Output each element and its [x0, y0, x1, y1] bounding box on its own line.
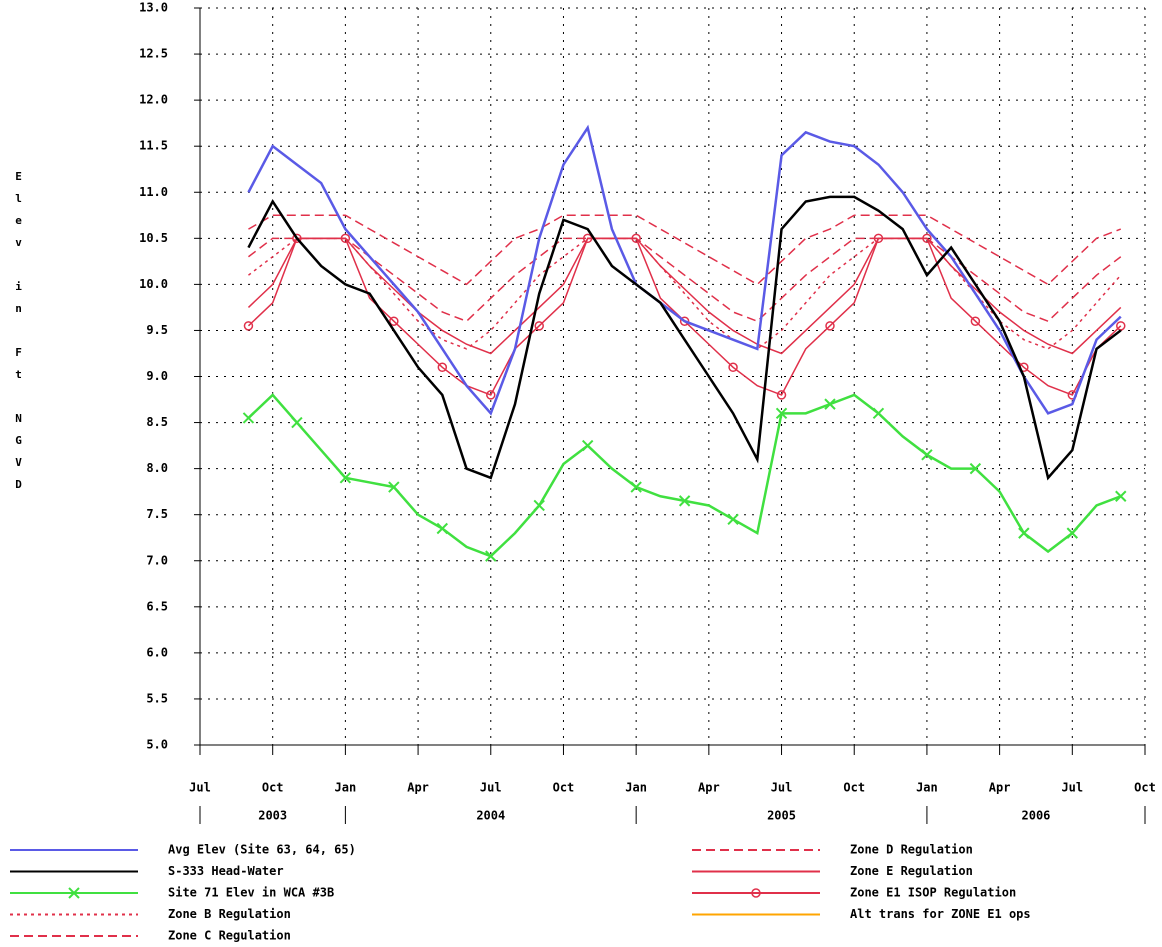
- point-marker: [339, 472, 352, 484]
- x-tick-label: Oct: [843, 781, 865, 795]
- legend-label: Avg Elev (Site 63, 64, 65): [168, 843, 356, 857]
- series-line: [247, 124, 1122, 416]
- x-tick-label: Apr: [989, 781, 1011, 795]
- x-tick-label: Jan: [625, 781, 647, 795]
- point-marker: [776, 390, 787, 400]
- y-tick-label: 13.0: [139, 1, 168, 15]
- point-marker: [534, 321, 544, 331]
- legend-label: Zone D Regulation: [850, 843, 973, 857]
- legend-label: S-333 Head-Water: [168, 864, 284, 878]
- legend-label: Zone C Regulation: [168, 929, 291, 943]
- x-tick-label: Oct: [1134, 781, 1156, 795]
- y-tick-label: 9.0: [146, 369, 168, 383]
- series-line: [248, 237, 1122, 350]
- x-tick-label: Jul: [189, 781, 211, 795]
- point-marker: [873, 233, 884, 244]
- x-tick-label: Oct: [553, 781, 575, 795]
- point-marker: [582, 233, 593, 244]
- point-marker: [486, 390, 496, 400]
- point-marker: [340, 233, 351, 244]
- point-marker: [436, 522, 449, 535]
- point-marker: [292, 233, 302, 244]
- point-marker: [388, 481, 400, 493]
- year-label: 2003: [258, 809, 287, 823]
- legend-label: Zone E Regulation: [850, 864, 973, 878]
- point-marker: [437, 362, 448, 373]
- y-tick-label: 10.0: [139, 277, 168, 291]
- point-marker: [389, 316, 399, 326]
- point-marker: [728, 362, 738, 373]
- y-tick-label: 7.0: [146, 553, 168, 567]
- x-tick-label: Jul: [771, 781, 793, 795]
- y-tick-label: 11.5: [139, 139, 168, 153]
- point-marker: [727, 513, 739, 526]
- x-tick-label: Apr: [407, 781, 429, 795]
- y-tick-label: 8.5: [146, 415, 168, 429]
- x-tick-label: Oct: [262, 781, 284, 795]
- point-marker: [872, 407, 885, 420]
- series-line: [247, 393, 1122, 558]
- legend-label: Zone B Regulation: [168, 907, 291, 921]
- series-line: [248, 214, 1122, 286]
- point-marker: [922, 233, 932, 244]
- point-marker: [533, 499, 545, 512]
- point-marker: [485, 550, 497, 562]
- point-marker: [969, 462, 982, 475]
- y-tick-label: 10.5: [139, 231, 168, 245]
- point-marker: [678, 495, 691, 507]
- point-marker: [825, 321, 835, 331]
- point-marker: [631, 233, 641, 244]
- point-marker: [581, 439, 594, 452]
- year-label: 2005: [767, 809, 796, 823]
- point-marker: [1115, 490, 1127, 502]
- point-marker: [970, 316, 981, 326]
- point-marker: [243, 321, 254, 331]
- x-tick-label: Jan: [916, 781, 938, 795]
- point-marker: [679, 316, 690, 326]
- point-marker: [242, 412, 255, 424]
- point-marker: [1116, 321, 1126, 331]
- y-tick-label: 5.0: [146, 738, 168, 752]
- point-marker: [921, 449, 933, 461]
- x-tick-label: Apr: [698, 781, 720, 795]
- y-tick-label: 8.0: [146, 461, 168, 475]
- legend-marker: [68, 887, 80, 899]
- y-tick-label: 12.5: [139, 47, 168, 61]
- legend-marker: [751, 888, 761, 898]
- x-tick-label: Jul: [1061, 781, 1083, 795]
- point-marker: [630, 481, 642, 493]
- series-line: [247, 195, 1122, 481]
- y-tick-label: 12.0: [139, 93, 168, 107]
- series-line: [248, 237, 1122, 323]
- point-marker: [824, 398, 836, 410]
- y-tick-label: 7.5: [146, 507, 168, 521]
- point-marker: [291, 416, 303, 429]
- y-tick-label: 6.5: [146, 599, 168, 613]
- year-label: 2006: [1022, 809, 1051, 823]
- point-marker: [1018, 527, 1030, 539]
- year-label: 2004: [476, 809, 505, 823]
- legend-label: Zone E1 ISOP Regulation: [850, 886, 1016, 900]
- y-tick-label: 6.0: [146, 645, 168, 659]
- point-marker: [1066, 527, 1079, 539]
- x-tick-label: Jan: [335, 781, 357, 795]
- point-marker: [775, 407, 788, 420]
- legend-label: Alt trans for ZONE E1 ops: [850, 907, 1031, 921]
- x-tick-label: Jul: [480, 781, 502, 795]
- y-tick-label: 9.5: [146, 323, 168, 337]
- y-tick-label: 11.0: [139, 185, 168, 199]
- legend-label: Site 71 Elev in WCA #3B: [168, 886, 334, 900]
- y-tick-label: 5.5: [146, 691, 168, 705]
- series-line: [247, 237, 1122, 355]
- y-axis-label: Elev in Ft NGVD: [12, 170, 25, 500]
